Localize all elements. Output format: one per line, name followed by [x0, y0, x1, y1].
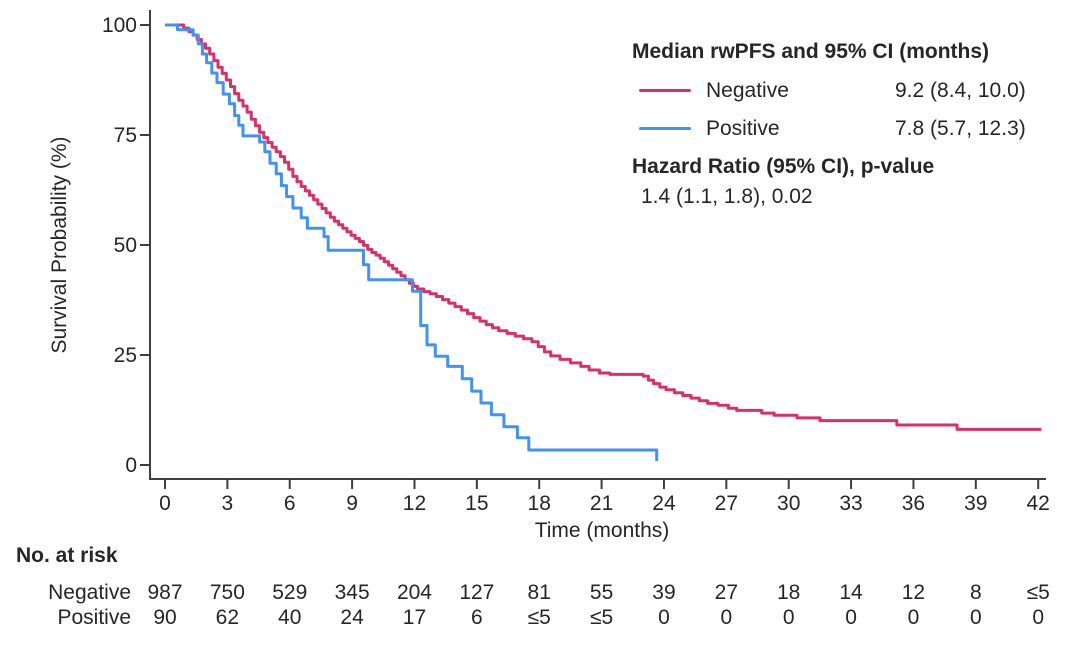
risk-count: 0: [720, 606, 733, 629]
km-curve-positive: [165, 23, 659, 461]
risk-row-label-negative: Negative: [48, 581, 131, 604]
y-tick-label: 100: [102, 14, 137, 37]
risk-count: 39: [652, 581, 676, 604]
x-tick-label: 12: [403, 492, 426, 515]
risk-row-label-positive: Positive: [57, 606, 131, 629]
risk-count: 127: [459, 581, 495, 604]
risk-count: 345: [334, 581, 370, 604]
risk-count: 18: [777, 581, 801, 604]
negative-line-swatch: [639, 89, 691, 93]
risk-count: ≤5: [527, 606, 551, 629]
x-tick-label: 3: [222, 492, 234, 515]
risk-count: 0: [845, 606, 857, 629]
km-curve-negative: [165, 23, 1042, 431]
risk-count: 0: [658, 606, 670, 629]
risk-count: 987: [147, 581, 183, 604]
risk-count: 0: [969, 606, 982, 629]
risk-count: 81: [527, 581, 551, 604]
risk-count: 90: [153, 606, 177, 629]
x-tick-label: 9: [346, 492, 358, 515]
risk-count: 0: [782, 606, 795, 629]
x-tick-label: 30: [777, 492, 800, 515]
risk-count: 529: [272, 581, 308, 604]
x-tick-label: 21: [590, 492, 613, 515]
legend-label-positive: Positive: [706, 117, 780, 140]
legend-value-positive: 7.8 (5.7, 12.3): [895, 117, 1026, 140]
x-tick-label: 27: [715, 492, 738, 515]
risk-count: ≤5: [1026, 581, 1050, 604]
hazard-ratio-title: Hazard Ratio (95% CI), p-value: [632, 155, 935, 178]
risk-count: 0: [907, 606, 920, 629]
risk-count: 24: [340, 606, 364, 629]
risk-count: 14: [839, 581, 863, 604]
y-tick-label: 50: [114, 234, 137, 257]
x-tick-label: 15: [465, 492, 488, 515]
risk-count: 0: [1032, 606, 1045, 629]
x-axis-title: Time (months): [534, 519, 670, 542]
risk-count: 204: [396, 581, 432, 604]
y-tick-label: 0: [125, 454, 137, 477]
x-tick-label: 0: [159, 492, 171, 515]
risk-count: 62: [215, 606, 240, 629]
risk-count: 750: [209, 581, 245, 604]
legend-title: Median rwPFS and 95% CI (months): [632, 40, 990, 63]
x-tick-label: 6: [284, 492, 296, 515]
risk-row-positive: 90 62 40 24 17 6 ≤5 ≤5 0 0 0 0 0 0 0: [0, 606, 1080, 630]
risk-count: 27: [714, 581, 739, 604]
risk-table-title: No. at risk: [16, 544, 118, 567]
y-axis-title: Survival Probability (%): [48, 136, 71, 354]
x-tick-label: 24: [652, 492, 676, 515]
y-tick-label: 25: [114, 344, 137, 367]
x-tick-label: 36: [902, 492, 925, 515]
x-tick-label: 42: [1027, 492, 1050, 515]
positive-line-swatch: [639, 127, 691, 131]
x-tick-label: 33: [839, 492, 862, 515]
risk-row-negative: 987 750 529 345 204 127 81 55 39 27 18 14 12 8 ≤5: [0, 581, 1080, 605]
legend-label-negative: Negative: [706, 79, 789, 102]
x-tick-label: 18: [528, 492, 551, 515]
risk-count: 12: [901, 581, 926, 604]
risk-count: 55: [589, 581, 614, 604]
hazard-ratio-value: 1.4 (1.1, 1.8), 0.02: [641, 185, 813, 208]
risk-count: 40: [278, 606, 302, 629]
x-tick-label: 39: [964, 492, 987, 515]
risk-count: 8: [969, 581, 982, 604]
y-tick-label: 75: [114, 124, 137, 147]
risk-count: 6: [471, 606, 483, 629]
legend-value-negative: 9.2 (8.4, 10.0): [895, 79, 1026, 102]
risk-count: ≤5: [589, 606, 614, 629]
risk-count: 17: [402, 606, 427, 629]
